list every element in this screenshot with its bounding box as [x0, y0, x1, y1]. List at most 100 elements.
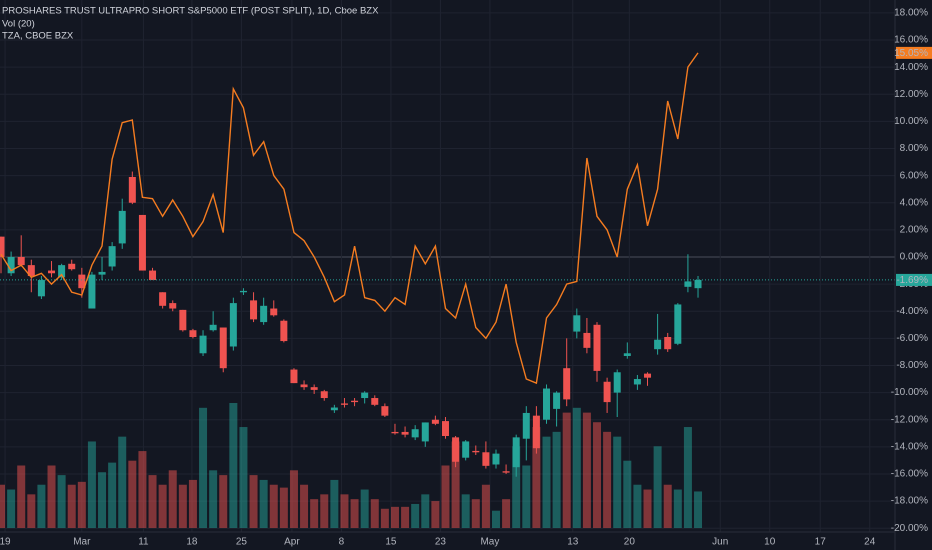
- candle-body: [68, 263, 76, 270]
- volume-bar: [279, 487, 288, 528]
- volume-bar: [98, 472, 107, 528]
- candle-body: [583, 332, 591, 348]
- volume-bar: [330, 479, 339, 528]
- y-tick-label: 10.00%: [894, 116, 928, 127]
- volume-bar: [390, 506, 399, 528]
- candle-body: [159, 292, 167, 306]
- candle-body: [654, 339, 662, 350]
- volume-bar: [502, 499, 511, 528]
- candle-body: [108, 246, 116, 267]
- study-label: Vol (20): [2, 19, 35, 30]
- candle-body: [603, 381, 611, 403]
- volume-bar: [57, 475, 66, 528]
- candle-body: [664, 337, 672, 350]
- candle-body: [169, 303, 177, 309]
- x-tick-label: Apr: [284, 537, 300, 548]
- candle-body: [421, 422, 429, 442]
- volume-bar: [562, 412, 571, 528]
- volume-bar: [451, 441, 460, 528]
- candle-body: [229, 303, 237, 347]
- candle-body: [492, 453, 500, 465]
- volume-bar: [421, 494, 430, 528]
- candle-body: [674, 304, 682, 344]
- candle-body: [542, 388, 550, 420]
- x-tick-label: 17: [815, 537, 827, 548]
- candle-body: [270, 308, 278, 316]
- volume-bar: [27, 494, 36, 528]
- axes: 18.00% 16.00% 14.00% 12.00% 10.00% 8.00% 6.00%…: [0, 8, 932, 548]
- volume-bar: [219, 475, 228, 528]
- volume-bar: [239, 427, 248, 528]
- candle-layer: [0, 171, 702, 477]
- candle-body: [138, 214, 146, 271]
- volume-bar: [229, 403, 238, 528]
- candle-body: [330, 407, 338, 411]
- y-tick-label: 12.00%: [894, 89, 928, 100]
- volume-bar: [188, 479, 197, 528]
- volume-layer: [0, 403, 703, 528]
- volume-bar: [673, 489, 682, 528]
- candle-body: [78, 274, 86, 289]
- x-tick-label: 15: [385, 537, 397, 548]
- volume-bar: [491, 510, 500, 528]
- candle-body: [209, 324, 217, 331]
- volume-bar: [401, 506, 410, 528]
- candle-body: [37, 280, 45, 297]
- volume-bar: [603, 431, 612, 528]
- volume-bar: [310, 499, 319, 528]
- candle-body: [553, 392, 561, 409]
- candle-body: [260, 305, 268, 323]
- volume-bar: [320, 494, 329, 528]
- candle-body: [7, 256, 15, 274]
- candle-body: [58, 265, 66, 278]
- compare-badge: [896, 46, 932, 59]
- line-layer: [0, 52, 895, 385]
- volume-bar: [360, 489, 369, 528]
- candle-body: [179, 309, 187, 331]
- volume-bar: [77, 481, 86, 528]
- y-tick-label: -8.00%: [896, 360, 928, 371]
- x-tick-label: 24: [864, 537, 876, 548]
- compare-line: [0, 52, 699, 385]
- volume-bar: [683, 427, 692, 528]
- candle-body: [411, 429, 419, 438]
- candle-body: [472, 450, 480, 453]
- price-badge-label: -1.69%: [896, 275, 928, 286]
- candle-body: [320, 391, 328, 399]
- volume-bar: [532, 427, 541, 528]
- x-tick-label: 23: [435, 537, 447, 548]
- candle-body: [593, 324, 601, 371]
- candle-body: [633, 379, 641, 385]
- y-tick-label: 18.00%: [894, 8, 928, 19]
- volume-bar: [67, 484, 76, 528]
- candle-body: [149, 270, 157, 281]
- x-tick-label: Jun: [712, 537, 728, 548]
- x-tick-label: 18: [186, 537, 198, 548]
- candle-body: [361, 392, 369, 399]
- candle-body: [694, 279, 702, 289]
- volume-bar: [259, 479, 268, 528]
- candle-body: [482, 452, 490, 466]
- candle-body: [452, 437, 460, 462]
- volume-bar: [411, 503, 420, 528]
- y-tick-label: -10.00%: [891, 387, 928, 398]
- candle-body: [250, 300, 258, 320]
- volume-bar: [300, 484, 309, 528]
- study-label: TZA, CBOE BZX: [2, 31, 74, 42]
- x-tick-label: 20: [624, 537, 636, 548]
- y-tick-label: 4.00%: [900, 197, 928, 208]
- y-tick-label: 8.00%: [900, 143, 928, 154]
- volume-bar: [380, 508, 389, 528]
- volume-bar: [633, 484, 642, 528]
- volume-bar: [249, 475, 258, 528]
- price-badge: [896, 273, 932, 286]
- chart-title: PROSHARES TRUST ULTRAPRO SHORT S&P5000 E…: [2, 6, 379, 17]
- volume-bar: [481, 484, 490, 528]
- x-tick-label: 10: [764, 537, 776, 548]
- volume-bar: [431, 501, 440, 528]
- candle-body: [351, 400, 359, 403]
- volume-bar: [128, 460, 137, 528]
- volume-bar: [158, 484, 167, 528]
- volume-bar: [138, 451, 147, 528]
